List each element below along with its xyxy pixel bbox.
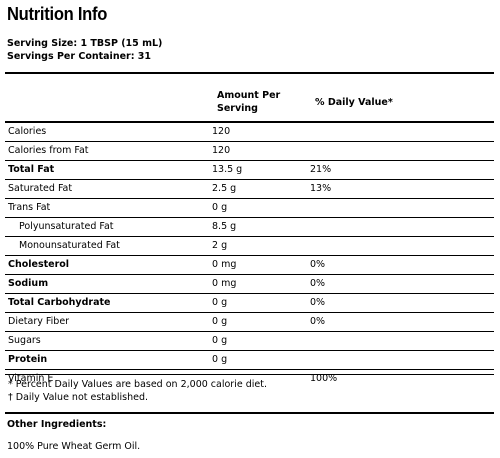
servings-per-container: Servings Per Container: 31	[7, 51, 152, 62]
nutrient-name: Calories from Fat	[8, 145, 89, 156]
nutrient-name: Sugars	[8, 335, 41, 346]
nutrient-name: Monounsaturated Fat	[19, 240, 120, 251]
table-row: Polyunsaturated Fat 8.5 g	[5, 218, 494, 237]
nutrient-daily-value: 21%	[310, 164, 332, 175]
nutrient-daily-value: 0%	[310, 278, 326, 289]
nutrient-daily-value: 0%	[310, 259, 326, 270]
serving-size: Serving Size: 1 TBSP (15 mL)	[7, 38, 163, 49]
table-row: Vitamin E 100%	[5, 370, 494, 388]
nutrient-amount: 2.5 g	[212, 183, 237, 194]
nutrient-amount: 0 mg	[212, 278, 237, 289]
table-row: Monounsaturated Fat 2 g	[5, 237, 494, 256]
header-divider	[5, 121, 494, 123]
nutrient-amount: 0 mg	[212, 259, 237, 270]
nutrient-name: Cholesterol	[8, 259, 70, 270]
other-ingredients-label: Other Ingredients:	[7, 419, 107, 430]
other-ingredients-text: 100% Pure Wheat Germ Oil.	[7, 441, 141, 452]
nutrient-rows: Calories 120 Calories from Fat 120 Total Fat…	[5, 123, 494, 388]
nutrient-name: Trans Fat	[8, 202, 51, 213]
nutrient-name: Total Fat	[8, 164, 55, 175]
nutrient-amount: 0 g	[212, 297, 228, 308]
footnote-daily-values: * Percent Daily Values are based on 2,00…	[8, 379, 267, 390]
nutrient-amount: 120	[212, 126, 231, 137]
table-row: Calories 120	[5, 123, 494, 142]
table-row: Protein 0 g	[5, 351, 494, 370]
table-row: Sugars 0 g	[5, 332, 494, 351]
nutrient-daily-value: 0%	[310, 316, 326, 327]
nutrient-name: Sodium	[8, 278, 49, 289]
table-row: Saturated Fat 2.5 g 13%	[5, 180, 494, 199]
table-row: Calories from Fat 120	[5, 142, 494, 161]
nutrient-amount: 8.5 g	[212, 221, 237, 232]
table-row: Dietary Fiber 0 g 0%	[5, 313, 494, 332]
nutrient-amount: 0 g	[212, 316, 228, 327]
nutrient-amount: 2 g	[212, 240, 228, 251]
page-title: Nutrition Info	[7, 4, 108, 24]
nutrient-name: Saturated Fat	[8, 183, 73, 194]
nutrient-amount: 120	[212, 145, 231, 156]
nutrient-daily-value: 13%	[310, 183, 332, 194]
nutrient-name: Polyunsaturated Fat	[19, 221, 114, 232]
nutrient-daily-value: 0%	[310, 297, 326, 308]
nutrient-name: Vitamin E	[8, 373, 54, 384]
nutrient-amount: 0 g	[212, 335, 228, 346]
footnote-divider	[5, 374, 494, 375]
nutrient-daily-value: 100%	[310, 373, 338, 384]
amount-column-header: Amount Per Serving	[217, 90, 281, 114]
table-row: Cholesterol 0 mg 0%	[5, 256, 494, 275]
daily-value-column-header: % Daily Value*	[315, 97, 393, 108]
table-row: Sodium 0 mg 0%	[5, 275, 494, 294]
table-row: Total Fat 13.5 g 21%	[5, 161, 494, 180]
nutrient-amount: 0 g	[212, 202, 228, 213]
nutrient-name: Dietary Fiber	[8, 316, 70, 327]
table-row: Trans Fat 0 g	[5, 199, 494, 218]
nutrition-table: Amount Per Serving % Daily Value* Calori…	[5, 72, 494, 414]
nutrient-amount: 0 g	[212, 354, 228, 365]
footnote-not-established: † Daily Value not established.	[8, 392, 149, 403]
nutrient-name: Total Carbohydrate	[8, 297, 111, 308]
nutrient-name: Protein	[8, 354, 48, 365]
nutrient-name: Calories	[8, 126, 47, 137]
table-row: Total Carbohydrate 0 g 0%	[5, 294, 494, 313]
nutrient-amount: 13.5 g	[212, 164, 243, 175]
